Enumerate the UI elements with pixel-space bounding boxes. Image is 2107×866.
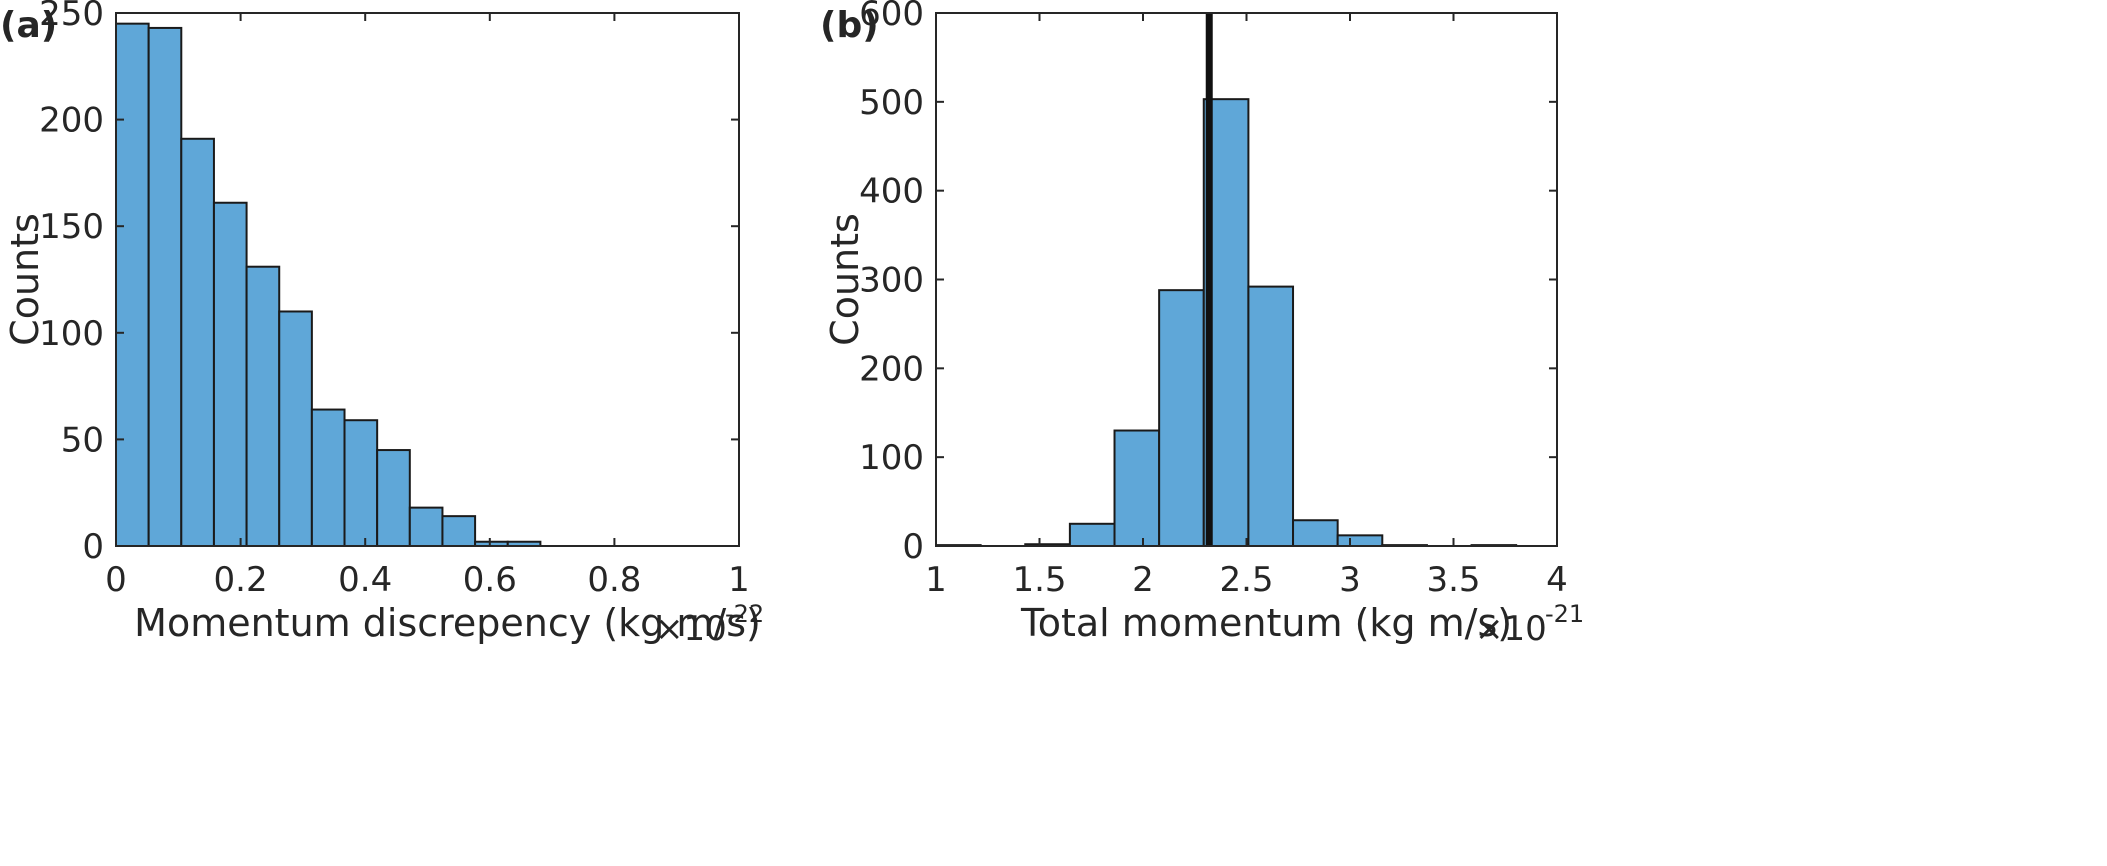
- histogram-bar: [245, 265, 281, 547]
- y-tick-label: 200: [39, 101, 104, 141]
- x-tick-label: 0: [105, 560, 127, 600]
- y-axis-label: Counts: [823, 213, 867, 346]
- y-tick-label: 300: [859, 261, 924, 301]
- histogram-panel-a: 0 0.2 0.4 0.6 0.8 1 0 50 100 150 200 250 Momentum di…: [0, 0, 764, 649]
- axis-multiplier-base: ×10: [655, 609, 727, 649]
- y-tick-label: 250: [39, 0, 104, 34]
- x-tick-label: 0.6: [463, 560, 517, 600]
- histogram-bar: [310, 408, 346, 547]
- y-tick-label: 100: [39, 314, 104, 354]
- x-tick-label: 4: [1546, 560, 1568, 600]
- histogram-bar: [180, 137, 215, 547]
- x-tick-label: 1: [925, 560, 947, 600]
- histogram-bar: [1336, 534, 1384, 548]
- y-tick-label: 50: [61, 420, 104, 460]
- histogram-panel-b: 1 1.5 2 2.5 3 3.5 4 0 100 200 300 400 500 600 Total mo…: [820, 0, 1584, 649]
- histogram-bar: [147, 26, 183, 547]
- y-tick-label: 200: [859, 349, 924, 389]
- y-axis-label: Counts: [3, 213, 47, 346]
- histogram-bar: [278, 310, 313, 548]
- x-tick-label: 2.5: [1219, 560, 1273, 600]
- x-axis-label: Momentum discrepency (kg m/s): [134, 601, 761, 645]
- histogram-bar: [1158, 289, 1205, 547]
- y-tick-label: 0: [902, 527, 924, 567]
- x-tick-label: 0.8: [587, 560, 641, 600]
- y-tick-label: 0: [82, 527, 104, 567]
- histogram-bar: [212, 201, 248, 548]
- x-tick-label: 1: [728, 560, 750, 600]
- x-tick-label: 1.5: [1012, 560, 1066, 600]
- histogram-bar: [1068, 522, 1116, 548]
- axes-box: [115, 12, 740, 547]
- axis-multiplier-exponent: -22: [725, 600, 764, 628]
- y-tick-label: 600: [859, 0, 924, 34]
- panel-label: (a): [0, 5, 57, 46]
- histogram-bar: [1292, 519, 1339, 548]
- x-axis-label: Total momentum (kg m/s): [1020, 601, 1512, 645]
- x-tick-label: 0.2: [214, 560, 268, 600]
- histogram-bar: [1113, 429, 1161, 547]
- y-tick-label: 100: [859, 438, 924, 478]
- y-tick-label: 400: [859, 172, 924, 212]
- histogram-bar: [1247, 285, 1295, 547]
- histogram-bar: [376, 449, 411, 547]
- y-tick-label: 150: [39, 207, 104, 247]
- histogram-bar: [408, 506, 444, 547]
- histogram-bar: [441, 515, 477, 547]
- x-tick-label: 0.4: [338, 560, 392, 600]
- histogram-bar: [115, 22, 150, 548]
- x-tick-label: 3.5: [1426, 560, 1480, 600]
- axis-multiplier-exponent: -21: [1545, 600, 1584, 628]
- y-tick-label: 500: [859, 83, 924, 123]
- x-tick-label: 2: [1132, 560, 1154, 600]
- x-tick-label: 3: [1339, 560, 1361, 600]
- histogram-bar: [343, 419, 379, 548]
- axis-multiplier-base: ×10: [1475, 609, 1547, 649]
- panel-label: (b): [820, 5, 879, 46]
